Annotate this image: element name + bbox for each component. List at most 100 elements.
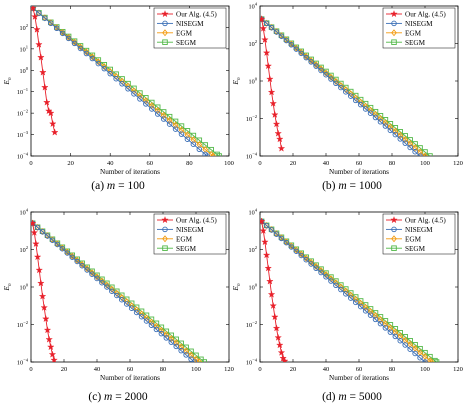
data-point-egm: [318, 65, 324, 73]
y-tick-label: 10−4: [17, 152, 29, 161]
y-tick-label: 100: [20, 283, 29, 292]
x-tick-label: 0: [258, 366, 261, 373]
data-point-alg: [272, 324, 281, 332]
data-point-egm: [160, 111, 167, 119]
data-point-egm: [183, 347, 189, 355]
data-point-nisegm: [138, 313, 145, 320]
data-point-nisegm: [107, 70, 113, 77]
data-point-nisegm: [397, 337, 404, 344]
data-point-nisegm: [343, 89, 349, 95]
data-point-egm: [108, 285, 115, 293]
y-axis-label: En: [2, 283, 13, 292]
data-point-alg: [43, 326, 52, 334]
y-tick-label: 102: [20, 245, 29, 254]
data-point-segm: [377, 112, 384, 119]
x-tick-label: 40: [323, 160, 330, 167]
y-axis-label: En: [231, 77, 242, 86]
data-point-egm: [328, 73, 334, 81]
data-point-egm: [193, 355, 199, 362]
data-point-alg: [31, 219, 37, 227]
y-tick-label: 100: [249, 283, 258, 292]
data-point-alg: [262, 48, 271, 57]
data-point-nisegm: [34, 224, 41, 231]
legend-marker-egm: [391, 29, 397, 37]
y-tick-label: 104: [20, 208, 29, 217]
data-point-alg: [39, 68, 47, 76]
data-point-segm: [201, 359, 207, 362]
legend-label-alg: Our Alg. (4.5): [176, 217, 217, 225]
data-point-nisegm: [101, 65, 108, 72]
data-point-nisegm: [119, 81, 125, 87]
data-point-nisegm: [71, 40, 78, 47]
data-point-egm: [407, 140, 414, 148]
data-point-nisegm: [163, 335, 170, 341]
x-tick-label: 20: [290, 160, 297, 167]
data-point-nisegm: [382, 123, 389, 129]
data-point-egm: [422, 152, 428, 156]
data-point-egm: [362, 303, 369, 311]
data-point-nisegm: [293, 248, 300, 254]
data-point-alg: [260, 24, 268, 32]
y-tick-label: 10−2: [246, 320, 258, 329]
data-point-nisegm: [191, 359, 198, 362]
data-point-egm: [412, 144, 418, 152]
data-point-nisegm: [338, 286, 344, 293]
data-point-segm: [412, 141, 418, 147]
data-point-segm: [184, 128, 191, 134]
data-point-egm: [313, 262, 319, 270]
data-point-alg: [274, 333, 282, 341]
data-point-nisegm: [178, 347, 184, 354]
y-tick-label: 101: [20, 44, 29, 53]
data-point-alg: [264, 264, 272, 272]
data-point-nisegm: [89, 55, 96, 62]
data-point-egm: [323, 271, 329, 279]
data-point-alg: [267, 88, 276, 96]
data-point-nisegm: [313, 63, 319, 69]
data-point-nisegm: [323, 274, 329, 280]
data-point-egm: [313, 61, 319, 69]
legend-marker-segm: [162, 245, 168, 251]
data-point-segm: [402, 334, 408, 340]
data-point-alg: [40, 303, 48, 311]
legend-label-nisegm: NISEGM: [176, 20, 204, 28]
data-point-egm: [392, 127, 399, 135]
data-point-nisegm: [202, 151, 208, 156]
data-point-alg: [35, 266, 43, 274]
x-tick-label: 20: [67, 160, 74, 167]
data-point-nisegm: [357, 101, 364, 108]
data-point-nisegm: [273, 29, 280, 35]
data-point-egm: [303, 254, 310, 262]
data-point-segm: [397, 129, 404, 135]
data-point-nisegm: [293, 46, 300, 52]
data-point-nisegm: [89, 271, 95, 277]
data-point-alg: [279, 354, 287, 362]
x-tick-label: 0: [258, 160, 261, 167]
data-point-nisegm: [362, 106, 369, 112]
data-point-nisegm: [131, 91, 137, 97]
legend-label-egm: EGM: [405, 29, 422, 37]
data-point-nisegm: [143, 101, 149, 107]
y-axis-label: En: [2, 77, 13, 86]
data-point-nisegm: [367, 312, 374, 318]
data-point-nisegm: [303, 256, 309, 263]
data-point-egm: [402, 135, 409, 143]
data-point-nisegm: [288, 42, 295, 48]
data-point-nisegm: [392, 131, 399, 138]
data-point-alg: [276, 135, 284, 143]
data-point-segm: [149, 99, 155, 106]
data-point-egm: [168, 335, 175, 343]
data-point-segm: [168, 332, 174, 339]
x-tick-label: 60: [356, 160, 363, 167]
data-point-alg: [47, 343, 55, 351]
data-point-segm: [178, 340, 184, 347]
series-layer: [260, 15, 433, 156]
y-tick-label: 10−2: [17, 109, 29, 118]
series-layer: [31, 6, 222, 156]
data-point-egm: [417, 148, 423, 156]
legend-marker-segm: [162, 39, 168, 45]
data-point-nisegm: [318, 269, 324, 276]
data-point-nisegm: [402, 342, 408, 348]
data-point-alg: [31, 6, 37, 12]
x-tick-label: 40: [107, 160, 114, 167]
legend-label-egm: EGM: [405, 235, 422, 243]
